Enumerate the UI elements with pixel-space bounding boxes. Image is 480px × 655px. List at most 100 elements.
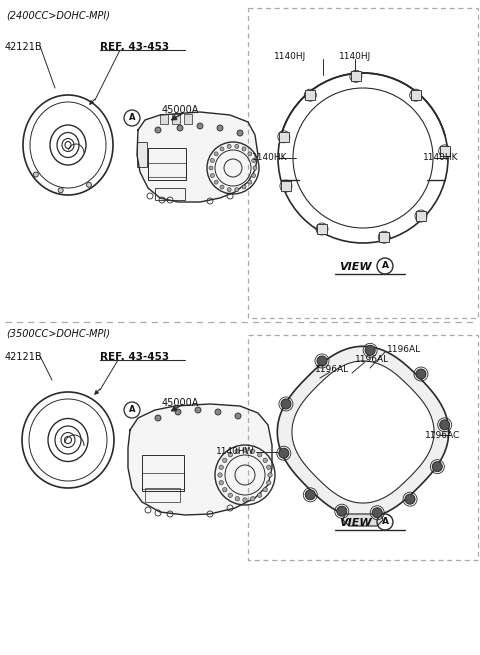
Text: 45000A: 45000A xyxy=(162,105,199,115)
Circle shape xyxy=(280,133,288,141)
Circle shape xyxy=(215,409,221,415)
Circle shape xyxy=(86,182,92,187)
Text: A: A xyxy=(129,405,135,415)
Circle shape xyxy=(416,369,426,379)
Circle shape xyxy=(220,185,224,189)
Circle shape xyxy=(214,180,218,184)
Circle shape xyxy=(235,188,239,192)
Text: 42121B: 42121B xyxy=(5,352,43,362)
Circle shape xyxy=(253,166,257,170)
Circle shape xyxy=(223,458,227,462)
Text: 42121B: 42121B xyxy=(5,42,43,52)
Circle shape xyxy=(266,481,271,485)
Text: 1140HW: 1140HW xyxy=(216,447,254,457)
Circle shape xyxy=(243,498,247,502)
Circle shape xyxy=(412,91,420,99)
Circle shape xyxy=(263,487,267,492)
Polygon shape xyxy=(128,404,272,515)
Circle shape xyxy=(268,473,272,477)
Text: 1196AC: 1196AC xyxy=(425,430,460,440)
Circle shape xyxy=(220,147,224,151)
Circle shape xyxy=(282,182,290,190)
Circle shape xyxy=(175,409,181,415)
Circle shape xyxy=(372,508,382,517)
Circle shape xyxy=(279,448,289,458)
Circle shape xyxy=(33,172,38,177)
Text: 1140HJ: 1140HJ xyxy=(274,52,306,61)
Circle shape xyxy=(243,448,247,452)
Polygon shape xyxy=(137,112,258,202)
Circle shape xyxy=(380,233,388,241)
Text: REF. 43-453: REF. 43-453 xyxy=(100,42,169,52)
Circle shape xyxy=(257,493,262,497)
Text: VIEW: VIEW xyxy=(339,262,372,272)
Circle shape xyxy=(440,420,450,430)
Bar xyxy=(317,224,327,234)
Circle shape xyxy=(242,185,246,189)
Circle shape xyxy=(58,188,63,193)
Circle shape xyxy=(251,496,255,501)
Text: 1196AL: 1196AL xyxy=(315,365,349,374)
Circle shape xyxy=(155,127,161,133)
Bar xyxy=(281,181,291,191)
Bar xyxy=(184,114,192,124)
Text: A: A xyxy=(129,113,135,122)
Circle shape xyxy=(281,399,291,409)
Bar xyxy=(351,71,361,81)
Circle shape xyxy=(214,152,218,156)
Circle shape xyxy=(197,123,203,129)
Text: A: A xyxy=(382,517,388,527)
Text: A: A xyxy=(382,261,388,271)
Circle shape xyxy=(252,174,256,178)
Circle shape xyxy=(217,125,223,131)
Text: 1140HK: 1140HK xyxy=(252,153,288,162)
Circle shape xyxy=(209,166,213,170)
Text: (3500CC>DOHC-MPI): (3500CC>DOHC-MPI) xyxy=(6,328,110,338)
Text: 1196AL: 1196AL xyxy=(387,345,421,354)
Circle shape xyxy=(318,225,326,233)
Circle shape xyxy=(195,407,201,413)
Polygon shape xyxy=(292,361,434,503)
Text: 1140HK: 1140HK xyxy=(422,153,458,162)
Circle shape xyxy=(432,462,442,472)
Circle shape xyxy=(227,144,231,148)
Circle shape xyxy=(405,494,415,504)
Circle shape xyxy=(237,130,243,136)
Bar xyxy=(305,90,315,100)
Circle shape xyxy=(210,174,215,178)
Bar xyxy=(411,90,420,100)
Circle shape xyxy=(235,413,241,419)
Text: 1196AL: 1196AL xyxy=(355,355,389,364)
Text: VIEW: VIEW xyxy=(339,518,372,528)
Circle shape xyxy=(317,356,327,366)
Bar xyxy=(172,114,180,124)
Circle shape xyxy=(235,449,240,453)
Circle shape xyxy=(352,72,360,81)
Bar xyxy=(160,114,168,124)
Circle shape xyxy=(337,506,347,516)
Circle shape xyxy=(306,91,314,99)
Circle shape xyxy=(227,188,231,192)
Circle shape xyxy=(257,453,262,457)
Circle shape xyxy=(228,493,232,497)
Bar xyxy=(148,163,186,177)
Circle shape xyxy=(235,144,239,148)
Circle shape xyxy=(252,159,256,162)
Circle shape xyxy=(365,345,375,355)
Circle shape xyxy=(242,147,246,151)
Bar xyxy=(137,142,147,167)
Circle shape xyxy=(441,147,449,155)
Polygon shape xyxy=(277,346,449,517)
Bar xyxy=(155,188,185,200)
Circle shape xyxy=(251,449,255,453)
Bar xyxy=(248,8,478,318)
Bar xyxy=(379,233,389,242)
Circle shape xyxy=(223,487,227,492)
Bar xyxy=(145,488,180,502)
Circle shape xyxy=(228,453,232,457)
Text: (2400CC>DOHC-MPI): (2400CC>DOHC-MPI) xyxy=(6,10,110,20)
Circle shape xyxy=(266,465,271,470)
Circle shape xyxy=(263,458,267,462)
Bar xyxy=(416,211,426,221)
Circle shape xyxy=(218,473,222,477)
